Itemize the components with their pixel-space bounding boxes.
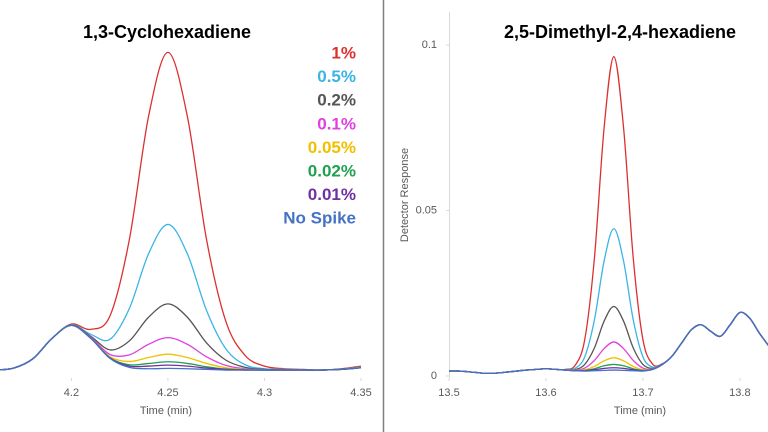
x-tick-label: 4.2 bbox=[64, 387, 79, 399]
legend-entry: 0.5% bbox=[317, 67, 356, 86]
series-line bbox=[449, 311, 768, 375]
series-line bbox=[449, 228, 768, 375]
x-tick-label: 4.35 bbox=[350, 387, 371, 399]
y-tick-label: 0.1 bbox=[422, 39, 437, 51]
x-tick-label: 13.5 bbox=[438, 387, 459, 399]
x-tick-label: 13.7 bbox=[632, 387, 653, 399]
x-tick-label: 13.8 bbox=[729, 387, 750, 399]
x-axis-label: Time (min) bbox=[140, 405, 192, 417]
series-line bbox=[0, 223, 362, 371]
legend-entry: 0.05% bbox=[308, 138, 356, 157]
series-line bbox=[0, 324, 362, 371]
legend-entry: 0.1% bbox=[317, 114, 356, 133]
x-tick-label: 13.6 bbox=[535, 387, 556, 399]
legend-entry: No Spike bbox=[283, 209, 356, 228]
legend-entry: 1% bbox=[331, 43, 356, 62]
series-line bbox=[449, 311, 768, 375]
y-tick-label: 0.05 bbox=[416, 204, 437, 216]
x-axis-label: Time (min) bbox=[614, 405, 666, 417]
legend-entry: 0.2% bbox=[317, 91, 356, 110]
series-line bbox=[449, 311, 768, 375]
x-tick-label: 4.3 bbox=[257, 387, 272, 399]
chart-title: 2,5-Dimethyl-2,4-hexadiene bbox=[504, 22, 736, 42]
y-tick-label: 0 bbox=[431, 370, 437, 382]
series-line bbox=[449, 311, 768, 375]
series-line bbox=[0, 324, 362, 371]
chart-title: 1,3-Cyclohexadiene bbox=[83, 22, 251, 42]
series-line bbox=[0, 324, 362, 371]
series-line bbox=[449, 311, 768, 375]
legend-entry: 0.02% bbox=[308, 161, 356, 180]
x-tick-label: 4.25 bbox=[157, 387, 178, 399]
legend-entry: 0.01% bbox=[308, 185, 356, 204]
series-line bbox=[449, 305, 768, 375]
series-line bbox=[449, 56, 768, 375]
series-line bbox=[0, 324, 362, 371]
y-axis-label: Detector Response bbox=[399, 148, 411, 242]
series-line bbox=[0, 324, 362, 371]
